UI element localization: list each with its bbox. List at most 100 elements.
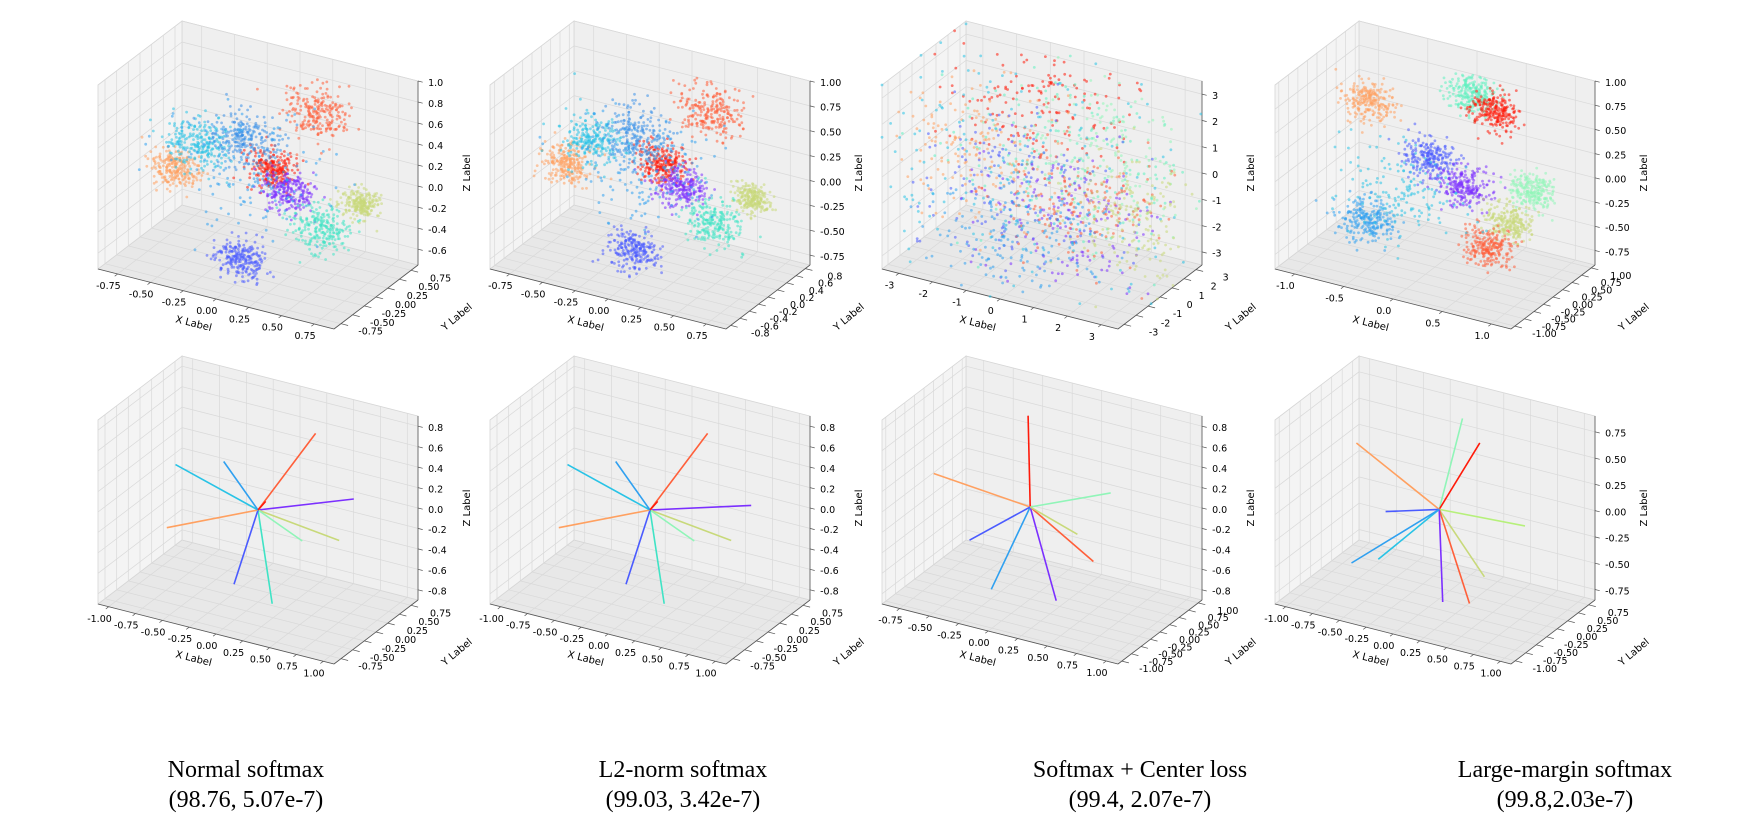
scatter-point-cluster-2	[688, 158, 692, 161]
scatter-point-cluster-10	[644, 201, 648, 205]
scatter-point-cluster-3	[265, 172, 269, 176]
scatter-point-cluster-1	[742, 101, 745, 105]
scatter-point-cluster-9	[262, 149, 266, 153]
scatter-point-cluster-2	[246, 185, 249, 189]
y-tick-mark	[1147, 305, 1156, 309]
scatter-point-cluster-5	[348, 228, 352, 232]
scatter-point-cluster-6	[255, 281, 259, 285]
scatter-point-cluster-10	[353, 183, 356, 187]
scatter-point-cluster-7	[178, 180, 182, 184]
scatter-point-cluster-2	[1056, 227, 1060, 231]
z-tick-mark	[417, 227, 423, 230]
z-tick-mark	[417, 185, 423, 188]
scatter-point-cluster-3	[703, 192, 707, 196]
scatter-point-cluster-8	[608, 160, 612, 164]
scatter-point-cluster-4	[336, 203, 339, 206]
scatter-point-cluster-3	[688, 195, 692, 199]
scatter-point-cluster-7	[565, 159, 568, 163]
scatter-point-cluster-6	[644, 225, 648, 229]
scatter-point-cluster-5	[725, 204, 729, 208]
scatter-point-cluster-5	[297, 238, 301, 242]
scatter-point-cluster-8	[149, 118, 152, 122]
scatter-point-cluster-9	[268, 132, 272, 136]
scatter-point-cluster-10	[250, 185, 254, 189]
gridline	[559, 215, 797, 277]
scatter-point-cluster-1	[323, 110, 327, 114]
scatter-point-cluster-3	[264, 175, 268, 178]
scatter-point-cluster-4	[349, 193, 353, 197]
scatter-point-cluster-9	[274, 151, 278, 154]
scatter-point-cluster-6	[625, 262, 629, 266]
scatter-point-cluster-2	[651, 169, 655, 172]
gridline	[489, 95, 575, 160]
scatter-point-cluster-1	[310, 81, 314, 84]
scatter-point-cluster-10	[607, 157, 611, 161]
scatter-point-cluster-5	[692, 224, 696, 228]
scatter-point-cluster-1	[996, 94, 999, 98]
scatter-point-cluster-10	[228, 182, 231, 186]
scatter-point-cluster-9	[656, 149, 660, 153]
scatter-point-cluster-5	[307, 227, 310, 231]
scatter-point-cluster-7	[562, 176, 566, 180]
scatter-point-cluster-1	[1031, 131, 1035, 135]
scatter-point-cluster-8	[575, 137, 579, 141]
scatter-point-cluster-10	[272, 132, 275, 135]
scatter-point-cluster-3	[285, 200, 289, 204]
scatter-point-cluster-4	[361, 201, 365, 205]
scatter-point-cluster-10	[594, 161, 597, 165]
scatter-point-cluster-1	[296, 102, 299, 106]
scatter-point-cluster-8	[542, 122, 545, 126]
scatter-point-cluster-10	[661, 166, 665, 169]
scatter-point-cluster-5	[705, 218, 709, 222]
scatter-point-cluster-1	[987, 143, 991, 146]
scatter-point-cluster-6	[246, 255, 249, 259]
scatter-point-cluster-5	[344, 227, 348, 231]
scatter-point-cluster-1	[1028, 136, 1032, 140]
z-tick-label: 0.50	[820, 128, 841, 139]
scatter-point-cluster-1	[302, 122, 305, 126]
scatter-point-cluster-9	[217, 145, 221, 149]
scatter-point-cluster-6	[627, 232, 631, 236]
scatter-point-cluster-10	[215, 218, 219, 222]
scatter-point-cluster-9	[231, 138, 235, 141]
scatter-point-cluster-2	[1087, 156, 1090, 159]
scatter-point-cluster-7	[168, 174, 172, 178]
scatter-point-cluster-6	[621, 265, 624, 269]
scatter-point-cluster-1	[338, 85, 341, 89]
scatter-point-cluster-1	[676, 106, 680, 109]
scatter-point-cluster-7	[175, 170, 179, 173]
scatter-point-cluster-3	[713, 188, 716, 191]
scatter-point-cluster-1	[322, 96, 326, 100]
scatter-point-cluster-3	[310, 193, 314, 196]
scatter-point-cluster-3	[298, 171, 302, 175]
scatter-point-cluster-10	[622, 155, 626, 158]
scatter-point-cluster-2	[1041, 134, 1044, 137]
scatter-point-cluster-5	[331, 241, 335, 245]
scatter-point-cluster-1	[690, 122, 694, 126]
x-tick-mark	[180, 290, 184, 294]
scatter-point-cluster-6	[630, 244, 634, 248]
scatter-point-cluster-1	[687, 118, 690, 122]
scatter-point-cluster-9	[627, 161, 631, 165]
scatter-point-cluster-3	[685, 199, 689, 203]
scatter-point-cluster-5	[692, 207, 696, 210]
scatter-point-cluster-6	[260, 251, 264, 254]
scatter-point-cluster-9	[271, 116, 274, 119]
scatter-point-cluster-1	[313, 103, 317, 106]
scatter-point-cluster-3	[663, 206, 667, 210]
scatter-point-cluster-1	[311, 95, 314, 99]
scatter-point-cluster-10	[584, 112, 588, 115]
scatter-point-cluster-1	[740, 121, 744, 125]
scatter-point-cluster-9	[632, 159, 636, 162]
scatter-point-cluster-6	[244, 257, 248, 261]
scatter-point-cluster-1	[307, 119, 311, 123]
scatter-point-cluster-8	[602, 175, 606, 179]
scatter-point-cluster-2	[261, 154, 264, 158]
scatter-point-cluster-9	[626, 106, 629, 109]
scatter-point-cluster-3	[643, 179, 647, 183]
scatter-point-cluster-5	[332, 216, 335, 220]
scatter-point-cluster-7	[581, 187, 584, 190]
scatter-point-cluster-3	[301, 197, 305, 201]
scatter-point-cluster-6	[246, 249, 249, 253]
scatter-point-cluster-9	[613, 121, 617, 124]
